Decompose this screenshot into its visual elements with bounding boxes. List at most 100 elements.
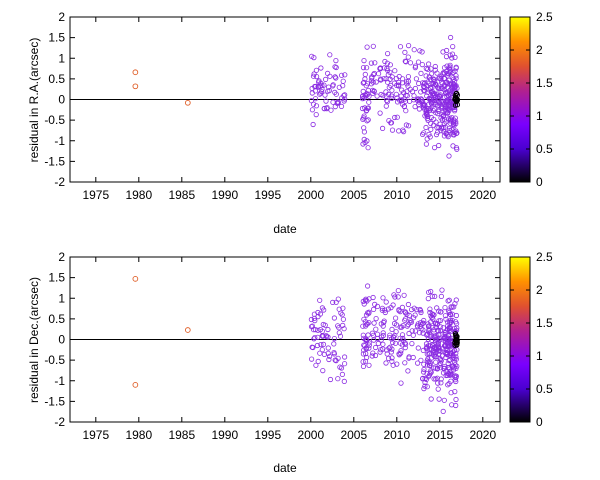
dec-residual-point <box>420 320 426 326</box>
dec-residual-point <box>395 294 401 300</box>
dec-residual-point <box>445 332 451 338</box>
ra-residual-point <box>326 88 332 94</box>
dec-residual-point <box>447 350 453 356</box>
dec-residual-point <box>360 323 366 329</box>
dec-residual-point <box>336 330 342 336</box>
ra-residual-panel: 1975 1980 1985 1990 1995 2000 2005 2010 2015 2020… <box>27 10 553 236</box>
dec-residual-point <box>435 380 441 386</box>
dec-residual-point <box>424 384 430 390</box>
dec-residual-point <box>444 352 450 358</box>
ra-residual-point <box>333 64 339 71</box>
ra-early-point <box>132 69 139 76</box>
ra-x-tick-label: 2010 <box>383 188 410 202</box>
dec-colorbar-tick-label: 0.5 <box>536 382 553 396</box>
ra-residual-point <box>432 63 438 70</box>
dec-residual-point <box>421 366 427 373</box>
dec-residual-point <box>436 332 442 338</box>
dec-residual-point <box>406 312 412 318</box>
ra-residual-point <box>434 70 440 76</box>
ra-residual-point <box>313 112 319 118</box>
ra-residual-point <box>415 59 422 65</box>
dec-y-tick-label: -2 <box>54 415 65 429</box>
ra-residual-point <box>342 92 348 98</box>
dec-residual-point <box>399 304 405 310</box>
ra-residual-point <box>366 99 372 105</box>
dec-residual-point <box>394 361 400 367</box>
dec-residual-point <box>445 298 451 304</box>
dec-residual-point <box>429 293 435 299</box>
ra-y-tick-label: 1.5 <box>48 31 65 45</box>
dec-residual-point <box>369 353 375 359</box>
dec-residual-point <box>330 299 336 305</box>
ra-residual-point <box>442 83 448 89</box>
ra-residual-point <box>384 97 390 104</box>
dec-residual-point <box>421 317 427 324</box>
dec-residual-point <box>371 337 377 343</box>
ra-residual-point <box>424 136 430 142</box>
ra-residual-point <box>444 110 451 116</box>
ra-residual-point <box>378 91 384 98</box>
ra-residual-point <box>405 78 412 85</box>
ra-residual-point <box>361 57 367 64</box>
ra-residual-point <box>377 110 383 116</box>
dec-residual-point <box>422 383 428 389</box>
ra-residual-point <box>402 49 408 56</box>
ra-residual-point <box>452 54 458 61</box>
dec-residual-point <box>410 315 417 321</box>
dec-residual-point <box>397 308 403 315</box>
dec-residual-point <box>319 328 325 334</box>
dec-residual-point <box>361 316 367 322</box>
ra-residual-point <box>443 109 449 115</box>
ra-residual-point <box>316 78 322 84</box>
ra-residual-point <box>420 103 427 109</box>
dec-residual-point <box>317 350 323 356</box>
ra-residual-point <box>377 76 384 82</box>
dec-residual-point <box>364 321 370 327</box>
ra-residual-point <box>335 99 341 106</box>
dec-residual-point <box>377 349 383 355</box>
dec-residual-point <box>314 342 320 349</box>
dec-residual-point <box>326 356 332 363</box>
ra-residual-point <box>360 141 366 147</box>
dec-recent-point <box>454 337 460 343</box>
dec-x-tick-label: 2005 <box>340 428 367 442</box>
dec-residual-point <box>436 347 442 354</box>
ra-residual-point <box>402 58 408 64</box>
dec-residual-point <box>319 347 325 353</box>
dec-residual-point <box>418 322 425 328</box>
ra-residual-point <box>445 90 451 96</box>
ra-residual-point <box>368 60 374 66</box>
dec-residual-point <box>452 377 458 383</box>
ra-residual-point <box>407 60 414 66</box>
ra-residual-point <box>309 53 315 59</box>
dec-residual-point <box>373 315 379 322</box>
dec-residual-point <box>388 304 394 311</box>
ra-residual-point <box>364 81 371 87</box>
dec-colorbar <box>509 256 531 423</box>
ra-x-tick-label: 2000 <box>297 188 324 202</box>
dec-residual-point <box>436 345 442 351</box>
dec-residual-point <box>439 287 445 293</box>
dec-residual-point <box>425 374 432 380</box>
dec-residual-point <box>451 365 457 371</box>
ra-residual-point <box>450 87 457 94</box>
dec-residual-point <box>438 293 444 299</box>
dec-residual-point <box>446 327 453 334</box>
ra-residual-point <box>433 119 439 125</box>
dec-residual-point <box>384 351 390 357</box>
dec-residual-point <box>420 327 426 333</box>
ra-residual-point <box>321 82 327 88</box>
dec-residual-point <box>425 336 431 342</box>
dec-residual-point <box>452 359 458 365</box>
ra-residual-point <box>447 120 453 126</box>
ra-x-ticks: 1975 1980 1985 1990 1995 2000 2005 2010 2015 2020 <box>82 17 496 202</box>
ra-x-tick-label: 2015 <box>426 188 453 202</box>
ra-residual-point <box>418 70 424 77</box>
dec-residual-point <box>435 342 442 348</box>
dec-residual-point <box>433 359 439 365</box>
dec-residual-point <box>341 361 348 367</box>
ra-residual-point <box>342 72 348 78</box>
dec-residual-point <box>336 325 342 331</box>
ra-residual-point <box>361 129 367 135</box>
dec-residual-point <box>309 344 315 350</box>
